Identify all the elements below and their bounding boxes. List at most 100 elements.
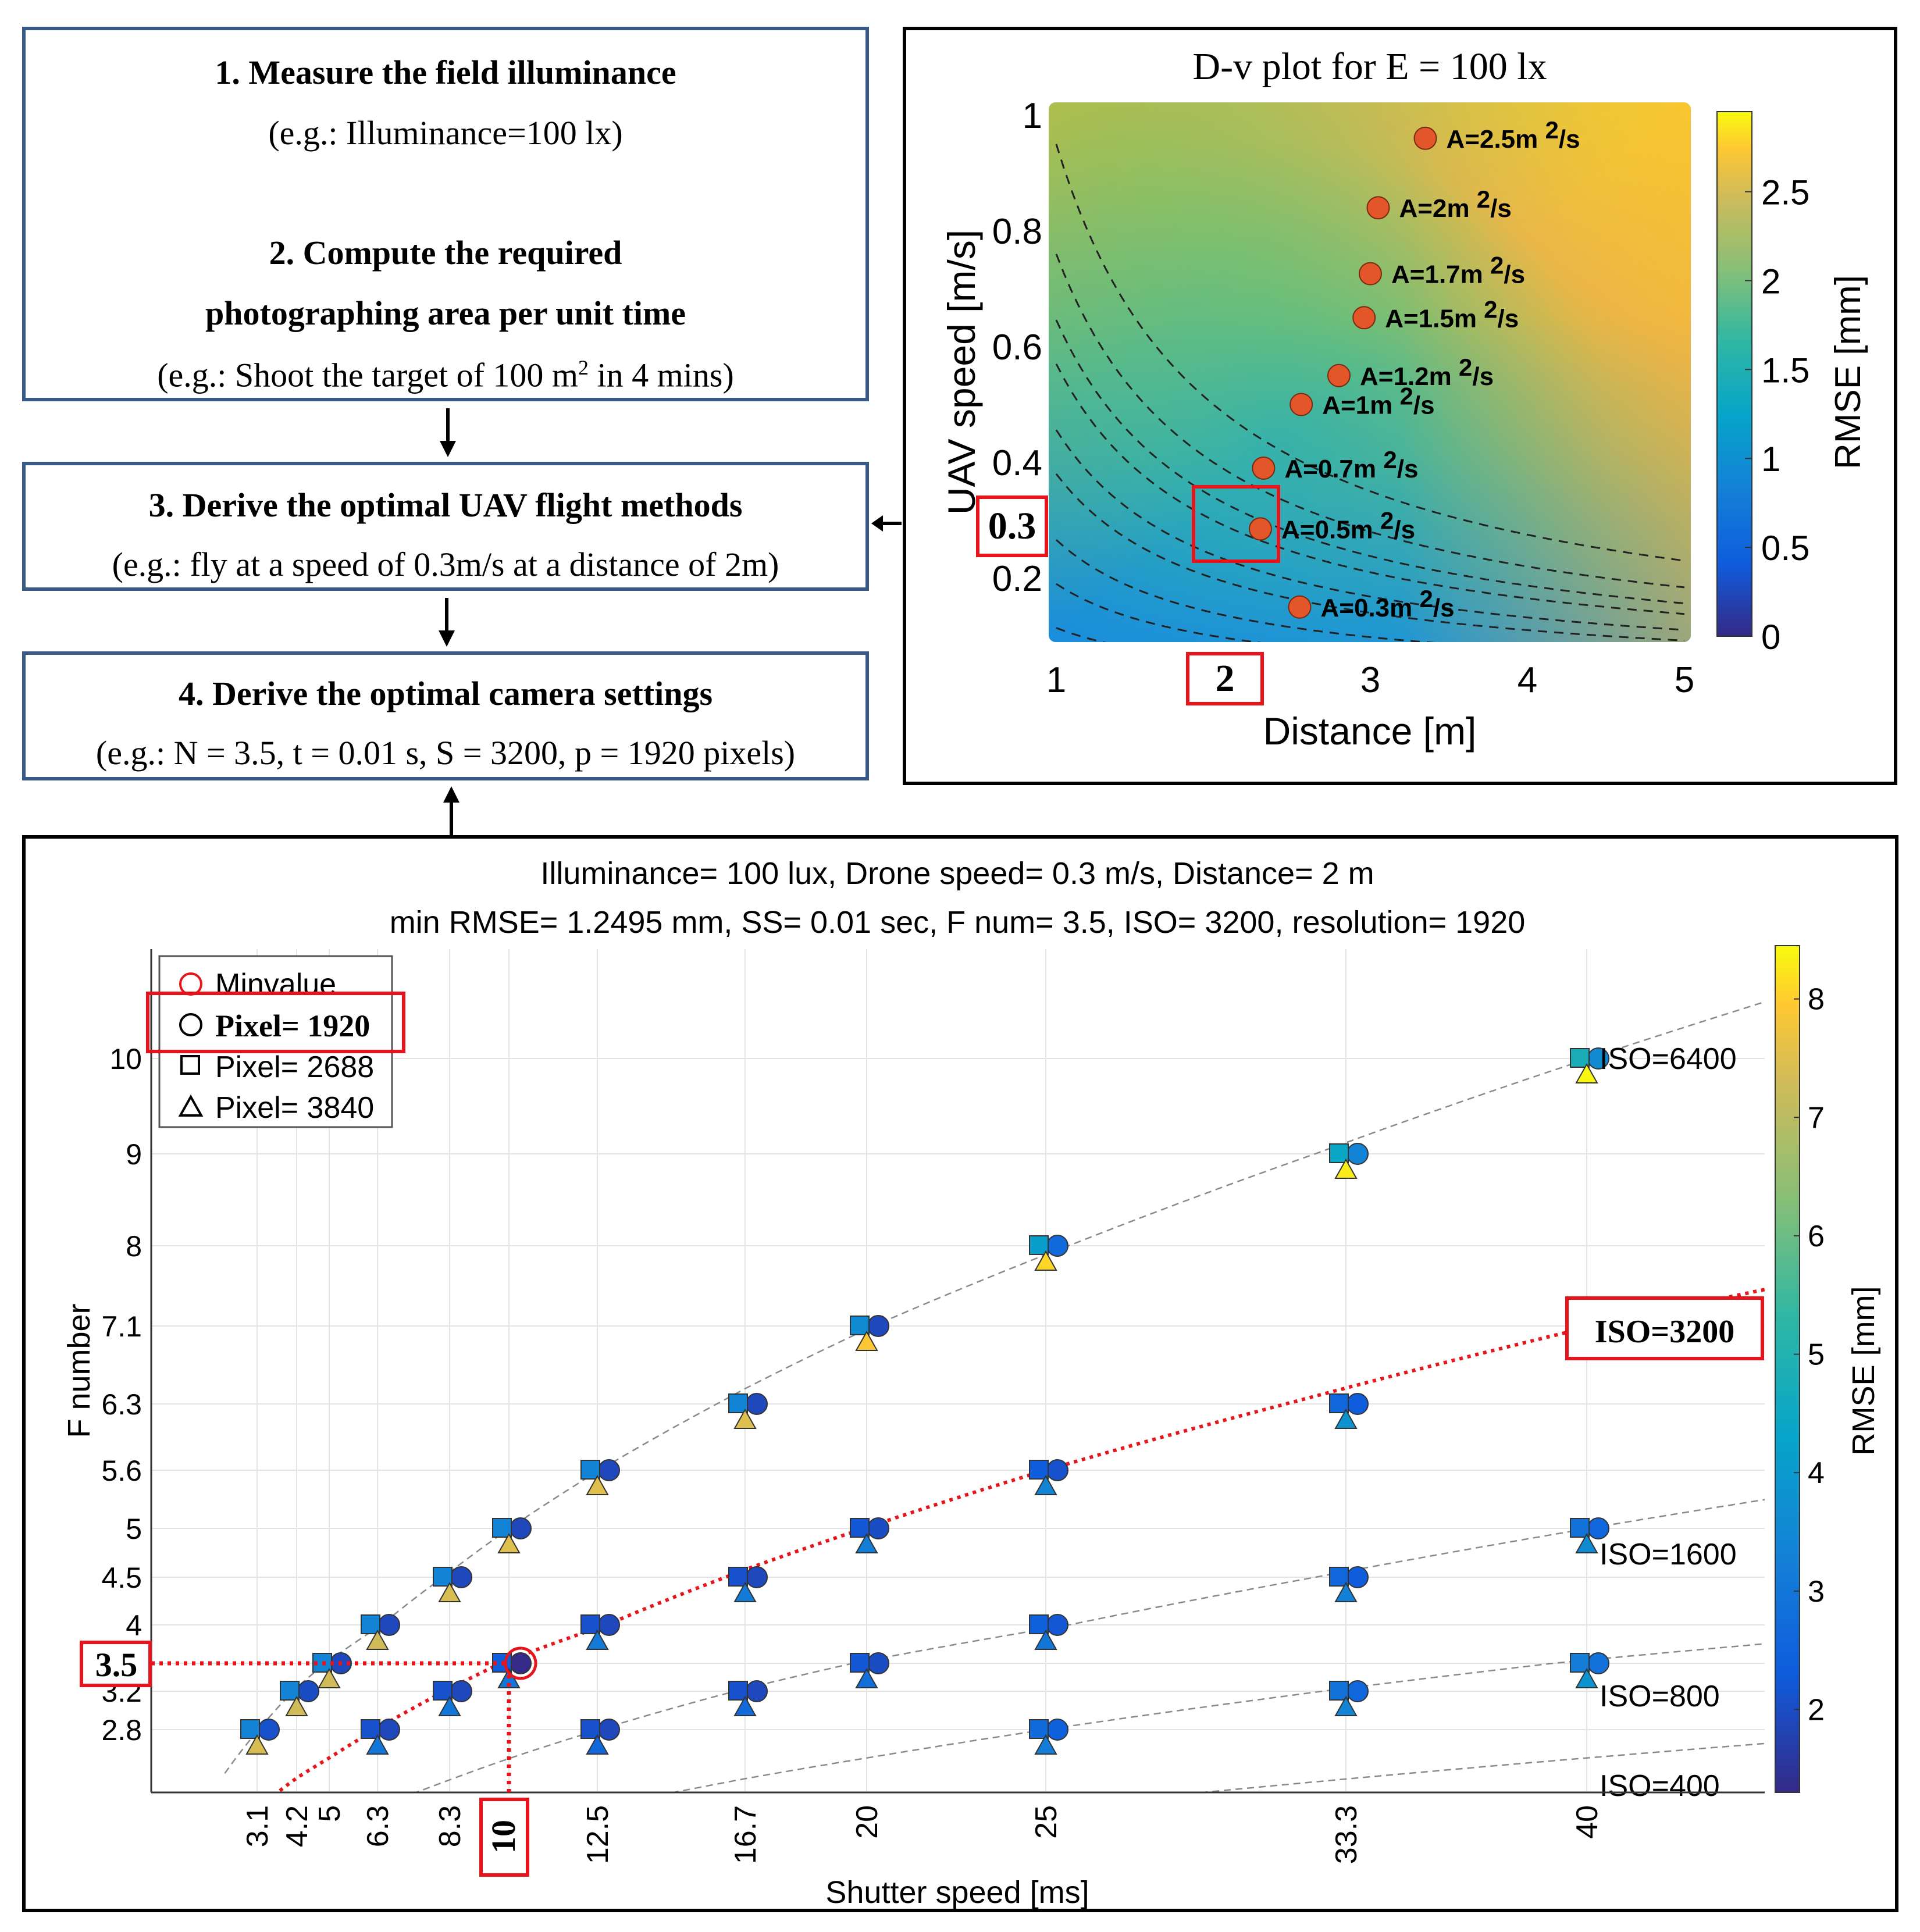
scatter-x-tick: 25 xyxy=(1030,1805,1063,1839)
marker-pixel-1920 xyxy=(1046,1235,1068,1257)
scatter-x-tick: 6.3 xyxy=(361,1805,395,1847)
contour-lines xyxy=(1055,144,1685,642)
operating-points: A=2.5m 2/s A=2m 2/s A=1.7m 2/s A=1.5m 2/s A=… xyxy=(1249,116,1580,622)
step-3-example: (e.g.: fly at a speed of 0.3m/s at a dis… xyxy=(112,546,779,583)
dv-y-tick: 0.2 xyxy=(992,559,1042,599)
operating-point-label: A=1.7m 2/s xyxy=(1391,252,1525,289)
dv-colorbar xyxy=(1716,111,1752,637)
min-f-value: 3.5 xyxy=(95,1646,138,1684)
marker-pixel-1920 xyxy=(1347,1680,1369,1702)
marker-pixel-1920 xyxy=(1046,1614,1068,1636)
marker-pixel-1920 xyxy=(1587,1517,1609,1539)
marker-pixel-3840 xyxy=(1334,1408,1358,1429)
scatter-y-tick: 6.3 xyxy=(101,1388,142,1421)
marker-pixel-3840 xyxy=(733,1408,757,1429)
arrow-left-4 xyxy=(871,515,902,532)
operating-point-label: A=2.5m 2/s xyxy=(1447,116,1580,154)
min-value-guides: 3.5 10 xyxy=(80,1641,537,1877)
legend-circle-marker xyxy=(179,1013,202,1036)
marker-pixel-3840 xyxy=(438,1581,461,1602)
marker-pixel-2688 xyxy=(1029,1235,1049,1255)
marker-pixel-2688 xyxy=(728,1393,748,1413)
legend-triangle-marker xyxy=(178,1094,204,1117)
marker-pixel-3840 xyxy=(366,1629,389,1650)
distance-highlight-value: 2 xyxy=(1216,657,1235,700)
min-value-ring xyxy=(504,1646,537,1680)
operating-point xyxy=(1288,595,1312,619)
marker-pixel-1920 xyxy=(378,1614,400,1636)
marker-pixel-3840 xyxy=(245,1734,269,1755)
scatter-y-tick: 4.5 xyxy=(101,1562,142,1594)
marker-pixel-1920 xyxy=(1046,1719,1068,1741)
marker-pixel-3840 xyxy=(855,1330,878,1351)
marker-pixel-1920 xyxy=(746,1393,768,1415)
marker-pixel-1920 xyxy=(598,1719,620,1741)
arrow-down-2 xyxy=(439,598,455,647)
marker-pixel-1920 xyxy=(598,1614,620,1636)
marker-pixel-2688 xyxy=(1029,1614,1049,1634)
camera-settings-svg: Illuminance= 100 lux, Drone speed= 0.3 m… xyxy=(62,856,1881,1909)
marker-pixel-2688 xyxy=(240,1719,260,1739)
marker-pixel-3840 xyxy=(1034,1474,1057,1495)
scatter-colorbar-tick: 2 xyxy=(1808,1693,1825,1727)
operating-point-label: A=2m 2/s xyxy=(1399,186,1512,223)
scatter-colorbar-tick: 6 xyxy=(1808,1220,1825,1253)
scatter-x-tick: 16.7 xyxy=(729,1805,763,1864)
contour-line xyxy=(1055,429,1685,631)
operating-point xyxy=(1413,126,1437,150)
operating-point-label: A=1m 2/s xyxy=(1322,383,1434,420)
min-shutter-value: 10 xyxy=(485,1820,522,1853)
marker-pixel-2688 xyxy=(1329,1681,1349,1701)
marker-pixel-1920 xyxy=(746,1566,768,1588)
operating-point-label: A=0.5m 2/s xyxy=(1281,507,1415,544)
iso-curve xyxy=(670,1643,1765,1792)
operating-point xyxy=(1359,262,1382,286)
scatter-y-tick: 4 xyxy=(126,1609,142,1642)
contour-line xyxy=(1055,254,1685,589)
marker-pixel-2688 xyxy=(1570,1518,1590,1538)
marker-pixel-2688 xyxy=(492,1518,512,1538)
legend-square-marker xyxy=(180,1055,200,1075)
marker-pixel-3840 xyxy=(586,1734,609,1755)
marker-pixel-2688 xyxy=(580,1460,600,1480)
iso-label: ISO=6400 xyxy=(1600,1042,1737,1076)
marker-pixel-3840 xyxy=(1575,1667,1598,1688)
contour-line xyxy=(1055,363,1685,615)
step-3-box: 3. Derive the optimal UAV flight methods… xyxy=(22,462,869,591)
scatter-x-tick: 4.2 xyxy=(280,1805,314,1847)
iso-curves xyxy=(224,1001,1765,1792)
marker-pixel-2688 xyxy=(361,1614,380,1634)
iso-curve xyxy=(414,1499,1765,1792)
iso-label: ISO=800 xyxy=(1600,1680,1720,1713)
marker-pixel-2688 xyxy=(280,1681,300,1701)
scatter-x-tick: 20 xyxy=(850,1805,884,1839)
scatter-y-tick: 5.6 xyxy=(101,1455,142,1487)
operating-point-label: A=1.5m 2/s xyxy=(1385,295,1519,333)
scatter-y-tick: 5 xyxy=(126,1513,142,1545)
iso-curve xyxy=(1195,1742,1765,1792)
marker-pixel-1920 xyxy=(450,1680,472,1702)
marker-pixel-2688 xyxy=(1329,1393,1349,1413)
scatter-x-tick: 5 xyxy=(313,1805,347,1822)
scatter-y-tick: 8 xyxy=(126,1230,142,1263)
speed-highlight-value: 0.3 xyxy=(988,505,1036,547)
step-4-box: 4. Derive the optimal camera settings (e… xyxy=(22,651,869,780)
legend-pixel-1920: Pixel= 1920 xyxy=(215,1008,370,1043)
dv-colorbar-label: RMSE [mm] xyxy=(1828,275,1868,469)
marker-pixel-2688 xyxy=(728,1567,748,1587)
dv-y-tick: 0.6 xyxy=(992,327,1042,368)
marker-pixel-3840 xyxy=(318,1667,341,1688)
legend: Minvalue Pixel= 1920 Pixel= 2688 Pixel= … xyxy=(146,955,405,1128)
dv-colorbar-tick: 0.5 xyxy=(1761,529,1809,568)
dv-colorbar-ticks: 0 0.5 1 1.5 2 2.5 xyxy=(1745,173,1809,657)
dv-y-tick: 0.4 xyxy=(992,443,1042,483)
marker-pixel-3840 xyxy=(1334,1695,1358,1716)
step-2-title-line-1: 2. Compute the required xyxy=(269,234,622,272)
dv-plot-svg: A=2.5m 2/s A=2m 2/s A=1.7m 2/s A=1.5m 2/s A=… xyxy=(940,45,1868,753)
contour-line xyxy=(1055,144,1685,562)
dv-x-tick: 3 xyxy=(1360,660,1380,700)
scatter-x-axis-label: Shutter speed [ms] xyxy=(825,1875,1089,1909)
legend-pixel-2688: Pixel= 2688 xyxy=(215,1050,374,1084)
optimal-region-box xyxy=(1192,485,1280,563)
operating-point-label: A=1.2m 2/s xyxy=(1360,354,1494,391)
